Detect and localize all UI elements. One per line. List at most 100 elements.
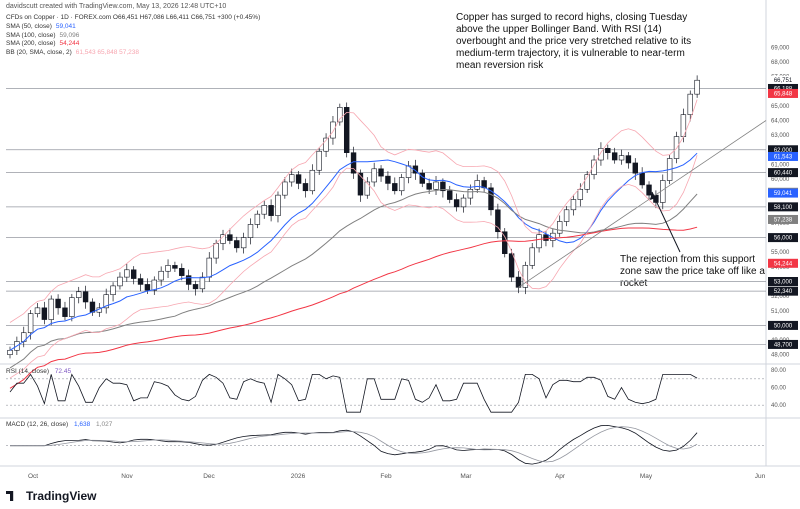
tradingview-mark-icon — [6, 491, 14, 501]
price-tick-label: 52,000 — [771, 294, 790, 300]
price-tag-label: 62,000 — [774, 148, 793, 154]
time-tick-label: May — [640, 473, 653, 480]
indicator-row: SMA (50, close) 59,041 — [6, 23, 139, 32]
candle-body — [605, 148, 611, 154]
candle-body — [611, 152, 618, 161]
price-tag-label: 61,543 — [774, 154, 793, 160]
price-tick-label: 69,000 — [771, 45, 790, 51]
candle-body — [467, 188, 474, 199]
candle-body — [289, 174, 295, 183]
candle-body — [185, 275, 192, 285]
price-tick-label: 63,000 — [771, 133, 790, 139]
indicator-label: SMA (100, close) — [6, 31, 56, 39]
candle-body — [337, 107, 343, 123]
bollinger-lower-line — [9, 155, 698, 379]
candle-body — [27, 313, 34, 334]
macd-label: MACD (12, 26, close) 1,638 1,027 — [6, 421, 113, 428]
rsi-line — [9, 373, 698, 413]
candle-body — [82, 291, 89, 303]
rsi-label: RSI (14, close) 72.45 — [6, 368, 72, 375]
price-tag-label: 66,751 — [774, 78, 793, 84]
symbol-line: CFDs on Copper · 1D · FOREX.com O66,451 … — [6, 14, 261, 21]
candle-body — [282, 181, 288, 196]
support-trendline — [518, 120, 767, 288]
price-tag-background — [768, 75, 798, 85]
tradingview-logo: TradingView — [6, 489, 96, 503]
price-tag-label: 58,100 — [774, 205, 793, 211]
candle-body — [550, 232, 556, 241]
price-tag-background — [768, 202, 798, 212]
price-tag-background — [768, 277, 798, 286]
candle-body — [591, 159, 597, 175]
candle-body — [522, 265, 529, 288]
candle-body — [295, 174, 302, 184]
candle-body — [426, 183, 432, 190]
candle-body — [632, 162, 638, 174]
time-tick-label: Oct — [28, 473, 38, 480]
candle-body — [447, 190, 453, 200]
price-tick-label: 48,000 — [771, 353, 790, 359]
candle-body — [474, 180, 480, 190]
macd-signal-line — [10, 426, 698, 463]
candle-body — [563, 209, 570, 222]
candle-body — [41, 307, 48, 320]
candle-body — [584, 174, 590, 190]
rsi-tick-label: 60.00 — [771, 386, 787, 392]
candle-body — [247, 224, 254, 238]
indicator-row: SMA (100, close) 59,096 — [6, 32, 139, 41]
candle-body — [309, 169, 316, 192]
price-tick-label: 65,000 — [771, 104, 790, 110]
candle-body — [76, 291, 82, 298]
candle-body — [254, 213, 261, 225]
candle-body — [385, 175, 391, 184]
candle-body — [536, 234, 542, 249]
candle-body — [137, 278, 144, 285]
annotation-arrowhead — [650, 192, 656, 200]
candle-body — [343, 107, 350, 153]
price-tag-label: 57,238 — [774, 217, 793, 223]
candle-body — [213, 243, 219, 259]
indicator-label: SMA (50, close) — [6, 23, 52, 30]
candle-body — [639, 172, 645, 186]
candle-body — [646, 184, 652, 196]
candle-body — [433, 181, 439, 190]
candle-body — [508, 253, 515, 278]
candle-body — [103, 294, 109, 309]
candle-body — [110, 285, 116, 295]
candle-body — [460, 197, 467, 208]
price-tag-label: 53,000 — [774, 280, 793, 286]
candle-body — [330, 121, 336, 139]
sma-100-line — [9, 188, 698, 369]
candle-body — [673, 136, 680, 159]
price-tag-label: 60,440 — [774, 171, 793, 177]
candle-body — [117, 276, 123, 287]
indicator-row: SMA (200, close) 54,244 — [6, 40, 139, 49]
candle-body — [398, 177, 405, 192]
candle-body — [124, 269, 130, 278]
time-tick-label: Nov — [121, 473, 133, 480]
candle-body — [48, 298, 54, 320]
bollinger-upper-line — [9, 99, 698, 323]
rsi-tick-label: 80.00 — [771, 368, 787, 374]
candle-body — [55, 298, 61, 309]
macd-value: 1,638 — [73, 421, 91, 428]
candle-body — [598, 148, 604, 161]
time-tick-label: Feb — [380, 473, 392, 480]
price-tag-label: 50,000 — [774, 323, 793, 329]
indicator-legend: SMA (50, close) 59,041 SMA (100, close) 59,… — [6, 23, 139, 57]
price-tick-label: 61,000 — [771, 162, 790, 168]
price-tag-label: 52,340 — [774, 289, 793, 295]
time-tick-label: 2026 — [291, 473, 306, 480]
candle-body — [323, 137, 329, 152]
candle-body — [34, 307, 41, 315]
time-tick-label: Jun — [755, 473, 766, 480]
indicator-row: BB (20, SMA, close, 2) 61,543 65,848 57,2… — [6, 49, 139, 58]
candle-body — [261, 205, 267, 215]
price-tick-label: 55,000 — [771, 250, 790, 256]
candle-body — [570, 199, 577, 211]
candle-body — [440, 181, 446, 192]
rsi-tick-label: 40.00 — [771, 403, 787, 409]
candle-body — [69, 297, 75, 317]
rsi-value: 72.45 — [54, 368, 72, 375]
